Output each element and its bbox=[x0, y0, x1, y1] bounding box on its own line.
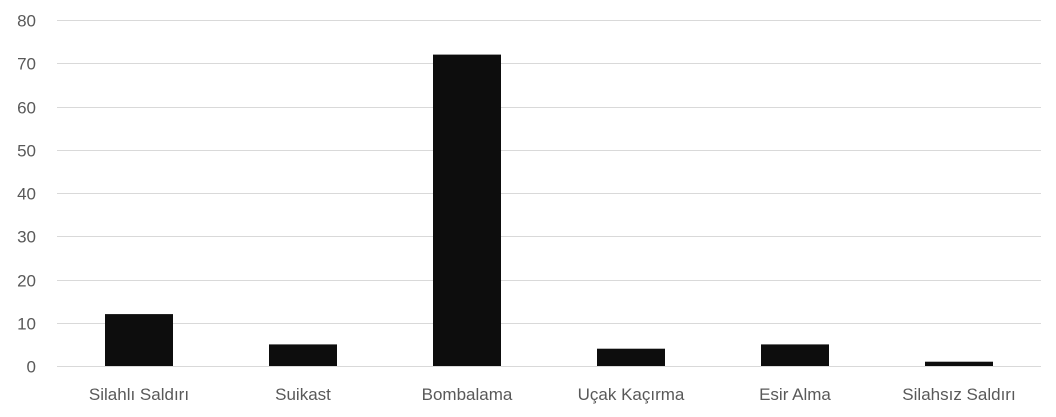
y-tick-label: 60 bbox=[17, 99, 36, 118]
bar-4 bbox=[761, 344, 829, 366]
x-category-label: Suikast bbox=[275, 385, 331, 404]
x-category-label: Silahlı Saldırı bbox=[89, 385, 189, 404]
x-category-label: Esir Alma bbox=[759, 385, 831, 404]
y-tick-label: 70 bbox=[17, 55, 36, 74]
x-axis-labels: Silahlı Saldırı Suikast Bombalama Uçak Kaçı… bbox=[89, 385, 1016, 404]
bar-0 bbox=[105, 314, 173, 366]
x-category-label: Silahsız Saldırı bbox=[902, 385, 1015, 404]
y-tick-label: 50 bbox=[17, 142, 36, 161]
y-tick-label: 20 bbox=[17, 272, 36, 291]
y-tick-label: 80 bbox=[17, 12, 36, 31]
gridlines bbox=[57, 20, 1041, 367]
x-category-label: Uçak Kaçırma bbox=[578, 385, 685, 404]
y-tick-label: 0 bbox=[27, 358, 36, 377]
bar-5 bbox=[925, 361, 993, 366]
y-axis-ticks: 0 10 20 30 40 50 60 70 80 bbox=[17, 12, 36, 377]
bar-1 bbox=[269, 344, 337, 366]
x-category-label: Bombalama bbox=[422, 385, 513, 404]
bar-3 bbox=[597, 348, 665, 366]
y-tick-label: 10 bbox=[17, 315, 36, 334]
y-tick-label: 30 bbox=[17, 228, 36, 247]
bars bbox=[105, 54, 993, 366]
y-tick-label: 40 bbox=[17, 185, 36, 204]
bar-2 bbox=[433, 54, 501, 366]
